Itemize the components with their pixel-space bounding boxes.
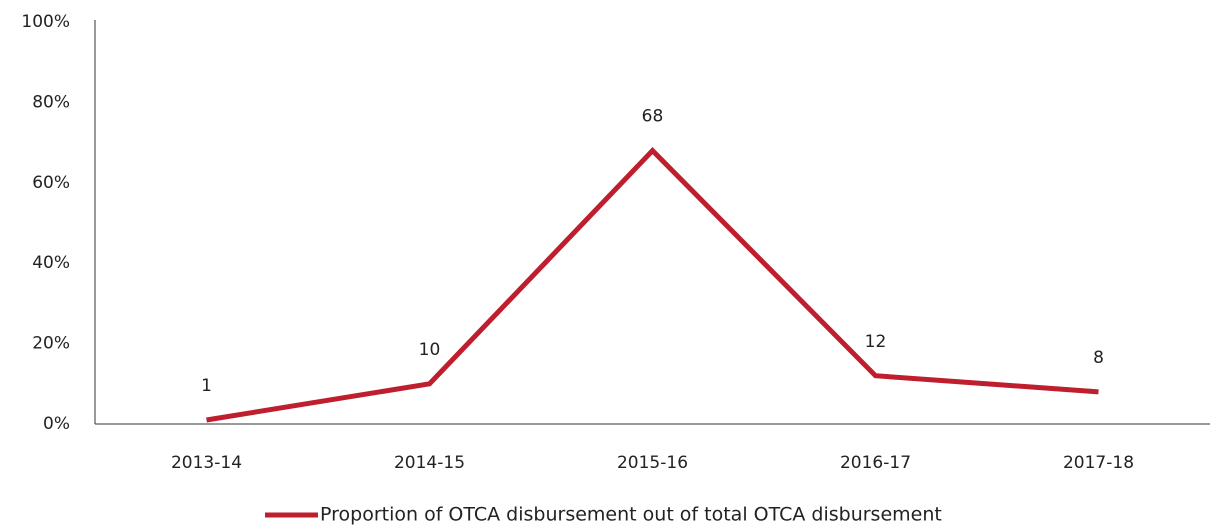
y-tick-label: 20% xyxy=(32,334,70,354)
x-tick-label: 2016-17 xyxy=(840,453,911,473)
x-tick-label: 2017-18 xyxy=(1063,453,1134,473)
data-label: 10 xyxy=(419,340,441,360)
data-label: 68 xyxy=(642,107,664,127)
y-tick-label: 80% xyxy=(32,92,70,112)
x-tick-label: 2014-15 xyxy=(394,453,465,473)
data-label: 12 xyxy=(865,332,887,352)
data-line xyxy=(206,147,1099,423)
y-tick-label: 100% xyxy=(21,12,70,32)
data-label: 1 xyxy=(201,376,212,396)
y-tick-label: 40% xyxy=(32,253,70,273)
x-tick-label: 2015-16 xyxy=(617,453,688,473)
y-tick-label: 0% xyxy=(43,414,70,434)
legend-label: Proportion of OTCA disbursement out of t… xyxy=(320,504,942,526)
y-tick-label: 60% xyxy=(32,173,70,193)
x-tick-label: 2013-14 xyxy=(171,453,242,473)
data-label: 8 xyxy=(1093,348,1104,368)
